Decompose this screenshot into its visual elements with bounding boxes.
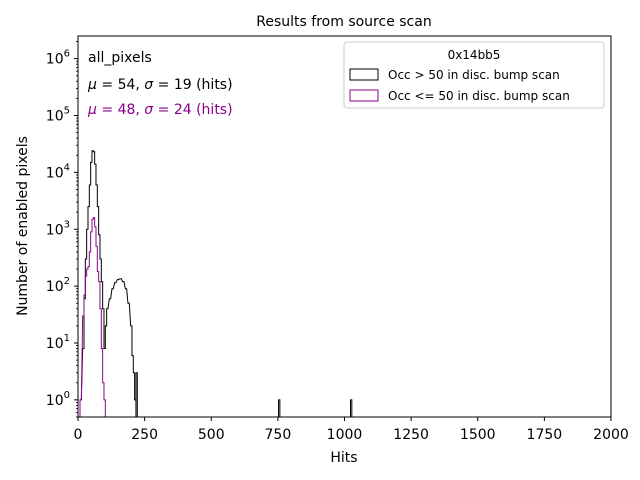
x-tick-label-3: 750 — [265, 427, 292, 443]
y-tick-label-2: 102 — [46, 276, 70, 295]
x-tick-label-5: 1250 — [393, 427, 429, 443]
y-axis: 100 101 102 103 104 105 106 — [46, 41, 78, 418]
x-tick-label-8: 2000 — [593, 427, 629, 443]
series-1-spike-3 — [349, 399, 353, 417]
y-tick-label-3: 103 — [46, 219, 70, 238]
y-tick-label-1: 101 — [46, 333, 70, 352]
legend-entry-2: Occ <= 50 in disc. bump scan — [388, 89, 570, 103]
selection-annotation: all_pixels — [88, 50, 152, 66]
series-1-spike-1 — [135, 372, 138, 417]
series-1-spike-2 — [278, 399, 281, 417]
legend-box — [343, 41, 605, 109]
x-tick-label-0: 0 — [74, 427, 83, 443]
series-1-steps — [79, 150, 137, 417]
x-tick-label-1: 250 — [131, 427, 158, 443]
y-tick-label-6: 106 — [46, 49, 70, 68]
x-axis: 0 250 500 750 1000 1250 1500 1750 2000 — [74, 417, 629, 443]
x-tick-label-2: 500 — [198, 427, 225, 443]
chart-title: Results from source scan — [256, 14, 431, 30]
legend: 0x14bb5 Occ > 50 in disc. bump scan Occ … — [343, 41, 605, 109]
stats-annotation-1: μ = 54, σ = 19 (hits) — [87, 77, 233, 93]
legend-entry-1: Occ > 50 in disc. bump scan — [388, 68, 560, 82]
legend-swatch-1 — [349, 68, 379, 81]
y-tick-label-4: 104 — [46, 162, 70, 181]
series-layer — [79, 150, 353, 417]
series-2-steps — [79, 217, 106, 417]
y-tick-label-5: 105 — [46, 106, 70, 125]
y-axis-label: Number of enabled pixels — [15, 136, 31, 316]
x-tick-label-6: 1500 — [460, 427, 496, 443]
y-tick-label-0: 100 — [46, 390, 70, 409]
x-tick-label-4: 1000 — [327, 427, 363, 443]
legend-swatch-2 — [349, 89, 379, 102]
x-axis-label: Hits — [330, 450, 357, 466]
x-tick-label-7: 1750 — [527, 427, 563, 443]
stats-annotation-2: μ = 48, σ = 24 (hits) — [87, 102, 233, 118]
legend-title: 0x14bb5 — [448, 48, 501, 62]
